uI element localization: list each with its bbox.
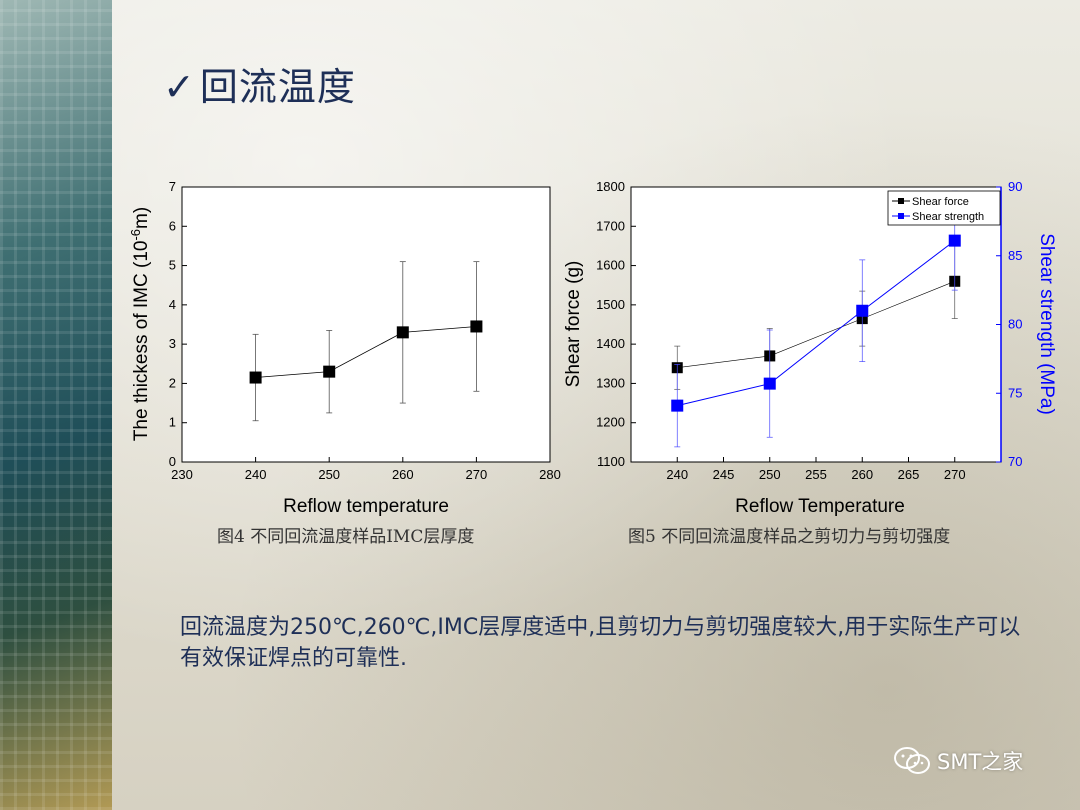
- x-tick-label: 265: [898, 467, 920, 482]
- x-tick-label: 250: [759, 467, 781, 482]
- x-tick-label: 240: [666, 467, 688, 482]
- legend-marker-shear-force: [898, 198, 904, 204]
- x-tick-label: 240: [245, 467, 267, 482]
- x-tick-label: 260: [392, 467, 414, 482]
- x-tick-label: 270: [944, 467, 966, 482]
- y-axis-title-main: The thickess of IMC (10: [131, 241, 152, 442]
- y-tick-label: 2: [169, 375, 176, 390]
- series-line: [677, 281, 955, 369]
- series-line: [677, 240, 956, 407]
- y-tick-label: 4: [169, 297, 176, 312]
- y-tick-label: 1500: [596, 297, 625, 312]
- x-axis-title: Reflow Temperature: [735, 496, 905, 517]
- x-axis-title: Reflow temperature: [283, 496, 449, 517]
- y2-tick-label: 90: [1008, 179, 1022, 194]
- shear-chart: 240 245 250 255 260 265 270 1100 1200 1300 1400 150…: [563, 179, 1057, 517]
- series-shear-strength: [671, 190, 961, 448]
- data-point: [671, 399, 684, 412]
- slide-title-text: 回流温度: [199, 65, 356, 109]
- y-tick-label: 5: [169, 258, 176, 273]
- watermark-text: SMT之家: [937, 750, 1024, 774]
- y2-tick-label: 80: [1008, 317, 1022, 332]
- x-tick-label: 260: [851, 467, 873, 482]
- legend-label-shear-force: Shear force: [912, 196, 969, 208]
- wechat-icon: [894, 747, 930, 774]
- legend: Shear force Shear strength: [887, 190, 1001, 226]
- y-tick-label: 0: [169, 454, 176, 469]
- y-tick-label: 1400: [596, 336, 625, 351]
- y-tick-label: 6: [169, 218, 176, 233]
- watermark: SMT之家: [893, 746, 1023, 776]
- y-axis-title-unit: m): [131, 207, 152, 229]
- pcb-background-strip: [0, 0, 112, 810]
- y2-tick-label: 85: [1008, 248, 1022, 263]
- legend-label-shear-strength: Shear strength: [912, 211, 984, 223]
- y-tick-label: 1700: [596, 218, 625, 233]
- x-tick-label: 245: [713, 467, 735, 482]
- x-tick-label: 230: [171, 467, 193, 482]
- x-tick-label: 255: [805, 467, 827, 482]
- data-point: [470, 320, 483, 333]
- plot-area: [181, 186, 551, 463]
- x-tick-label: 280: [539, 467, 561, 482]
- y-tick-label: 1600: [596, 258, 625, 273]
- y-axis-title-exponent: -6: [128, 229, 143, 241]
- imc-thickness-chart: 230 240 250 260 270 280 0 1 2 3 4 5 6 7 Reflow temper…: [128, 179, 561, 517]
- y-axis-title: Shear force (g): [563, 261, 584, 388]
- x-tick-label: 270: [466, 467, 488, 482]
- y-tick-label: 1100: [597, 454, 625, 469]
- y-tick-label: 1: [169, 415, 176, 430]
- data-point: [323, 365, 336, 378]
- y2-axis-title: Shear strength (MPa): [1036, 233, 1057, 415]
- series-group: [671, 190, 961, 448]
- data-point: [763, 377, 776, 390]
- data-point: [396, 326, 409, 339]
- data-point: [856, 304, 869, 317]
- figure-5-caption: 图5 不同回流温度样品之剪切力与剪切强度: [628, 527, 951, 547]
- legend-box: [887, 190, 1001, 226]
- axes-ticks: 240 245 250 255 260 265 270 1100 1200 1300 1400 150…: [596, 179, 1022, 482]
- y-tick-label: 1800: [596, 179, 625, 194]
- y-tick-label: 3: [169, 336, 176, 351]
- checkmark-icon: ✓: [163, 65, 196, 109]
- axes-ticks: 230 240 250 260 270 280 0 1 2 3 4 5 6 7: [169, 179, 561, 482]
- y-tick-label: 7: [169, 179, 176, 194]
- data-point: [948, 234, 961, 247]
- series-imc-thickness: [249, 261, 483, 422]
- x-tick-label: 250: [318, 467, 340, 482]
- y-tick-label: 1300: [596, 375, 625, 390]
- conclusion-text: 回流温度为250℃,260℃,IMC层厚度适中,且剪切力与剪切强度较大,用于实际…: [180, 615, 1021, 671]
- data-point: [249, 371, 262, 384]
- figure-4-caption: 图4 不同回流温度样品IMC层厚度: [217, 527, 475, 547]
- slide-title: ✓ 回流温度: [163, 56, 356, 111]
- y2-tick-label: 75: [1008, 385, 1022, 400]
- plot-area: [630, 186, 1002, 463]
- y2-tick-label: 70: [1008, 454, 1022, 469]
- y-axis-title: The thickess of IMC (10-6m): [128, 207, 153, 441]
- series-line: [255, 326, 477, 378]
- y-tick-label: 1200: [596, 415, 625, 430]
- legend-marker-shear-strength: [898, 213, 904, 219]
